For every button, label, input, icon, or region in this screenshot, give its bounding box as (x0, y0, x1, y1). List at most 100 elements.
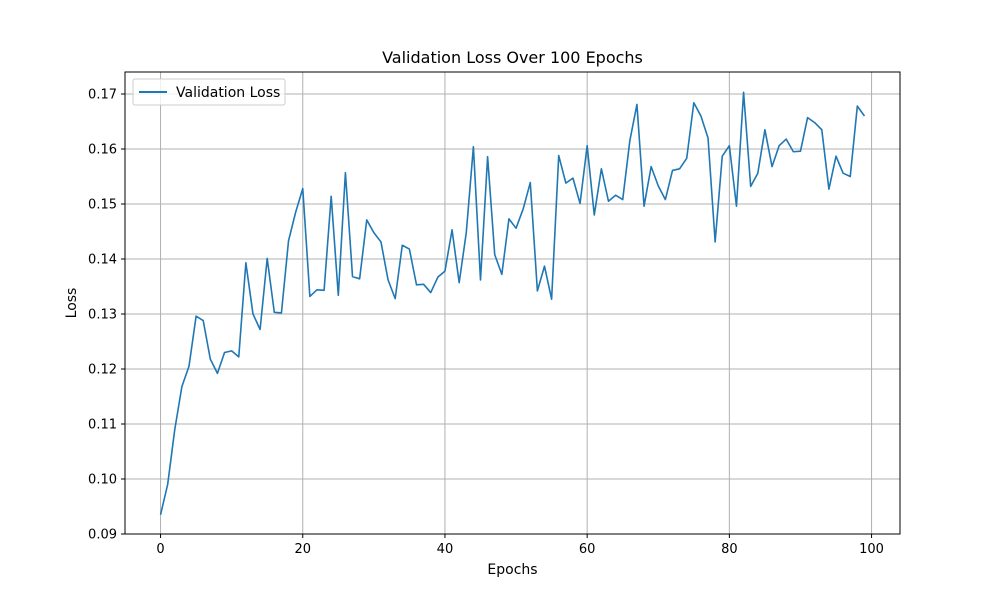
data-point (664, 199, 666, 201)
y-axis-title: Loss (64, 288, 80, 319)
data-point (238, 356, 240, 358)
data-point (252, 313, 254, 315)
data-point (579, 202, 581, 204)
data-point (266, 257, 268, 259)
data-point (380, 241, 382, 243)
chart-title: Validation Loss Over 100 Epochs (382, 48, 643, 67)
data-point (487, 156, 489, 158)
plot-area-frame (124, 71, 901, 535)
data-point (330, 195, 332, 197)
data-point (750, 185, 752, 187)
data-point (558, 155, 560, 157)
y-tick-label: 0.12 (88, 363, 117, 378)
data-point (188, 365, 190, 367)
data-point (494, 254, 496, 256)
data-point (295, 211, 297, 213)
x-tick-label: 20 (294, 542, 311, 557)
data-point (160, 514, 162, 516)
data-point (607, 200, 609, 202)
data-point (259, 328, 261, 330)
data-point (679, 168, 681, 170)
data-point (216, 372, 218, 374)
data-point (387, 279, 389, 281)
data-point (757, 172, 759, 174)
data-point (735, 205, 737, 207)
data-point (671, 169, 673, 171)
data-point (629, 140, 631, 142)
data-point (771, 166, 773, 168)
data-point (728, 145, 730, 147)
data-point (359, 278, 361, 280)
data-point (344, 172, 346, 174)
x-axis-title: Epochs (487, 562, 537, 578)
data-point (245, 262, 247, 264)
data-point (529, 182, 531, 184)
data-point (828, 188, 830, 190)
data-point (707, 137, 709, 139)
data-point (323, 289, 325, 291)
data-point (522, 208, 524, 210)
data-point (302, 188, 304, 190)
y-tick-label: 0.13 (88, 308, 117, 323)
grid (125, 72, 900, 535)
data-point (430, 292, 432, 294)
data-point (622, 199, 624, 201)
data-point (807, 117, 809, 119)
data-point (309, 295, 311, 297)
series-layer (159, 91, 866, 516)
data-point (352, 276, 354, 278)
data-point (181, 386, 183, 388)
data-point (423, 283, 425, 285)
data-point (799, 150, 801, 152)
data-point (316, 289, 318, 291)
data-point (714, 241, 716, 243)
data-point (472, 146, 474, 148)
y-tick-label: 0.11 (88, 418, 117, 433)
data-point (366, 219, 368, 221)
data-point (373, 232, 375, 234)
data-point (174, 429, 176, 431)
data-point (792, 151, 794, 153)
data-point (451, 229, 453, 231)
data-point (273, 311, 275, 313)
data-point (231, 350, 233, 352)
x-tick-label: 40 (437, 542, 454, 557)
data-point (280, 312, 282, 314)
data-point (615, 194, 617, 196)
data-point (202, 320, 204, 322)
y-tick-label: 0.10 (88, 473, 117, 488)
data-point (743, 91, 745, 93)
x-tick-label: 0 (156, 542, 164, 557)
legend: Validation Loss (132, 78, 286, 106)
data-point (195, 315, 197, 317)
data-point (288, 240, 290, 242)
data-point (437, 276, 439, 278)
y-tick-label: 0.14 (88, 253, 117, 268)
data-point (643, 205, 645, 207)
data-point (849, 176, 851, 178)
legend-label: Validation Loss (176, 85, 280, 101)
data-point (572, 177, 574, 179)
data-point (480, 279, 482, 281)
data-point (465, 232, 467, 234)
data-point (501, 273, 503, 275)
data-point (224, 352, 226, 354)
data-point (515, 227, 517, 229)
x-tick-label: 100 (859, 542, 884, 557)
x-tick-label: 60 (579, 542, 596, 557)
data-point (551, 298, 553, 300)
data-point (842, 172, 844, 174)
data-point (863, 115, 865, 117)
data-point (416, 284, 418, 286)
data-point (686, 157, 688, 159)
y-tick-label: 0.09 (88, 528, 117, 543)
data-point (657, 185, 659, 187)
data-point (814, 122, 816, 124)
data-point (508, 218, 510, 220)
data-point (458, 282, 460, 284)
data-point (394, 298, 396, 300)
data-point (543, 265, 545, 267)
data-point (856, 105, 858, 107)
data-point (721, 155, 723, 157)
